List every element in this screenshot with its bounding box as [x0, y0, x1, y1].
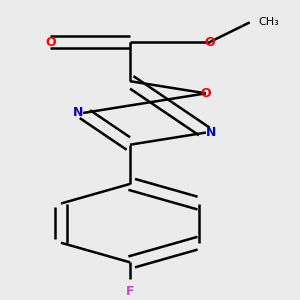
Text: CH₃: CH₃ — [258, 17, 279, 27]
Text: F: F — [126, 285, 134, 298]
Text: O: O — [201, 87, 211, 100]
Text: O: O — [205, 35, 215, 49]
Text: O: O — [45, 35, 56, 49]
Text: N: N — [72, 106, 83, 119]
Text: N: N — [206, 126, 217, 139]
